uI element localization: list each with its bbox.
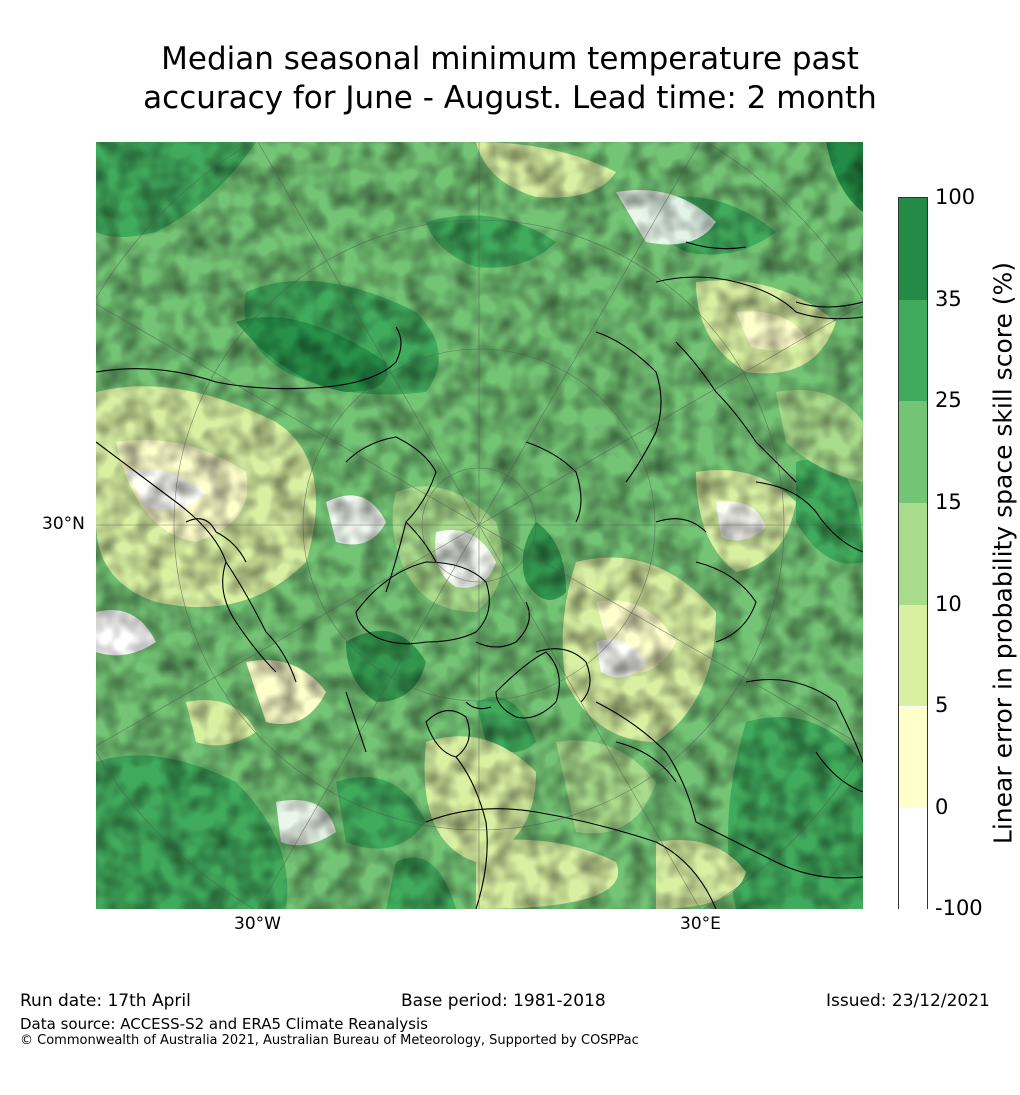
- colorbar-tick-neg100: -100: [935, 896, 983, 920]
- colorbar-tick-10: 10: [935, 592, 962, 616]
- lon-label-30e: 30°E: [680, 914, 721, 934]
- colorbar-bin-25-35: [899, 299, 927, 402]
- graticule: [96, 142, 863, 909]
- colorbar-tick-15: 15: [935, 490, 962, 514]
- lon-label-30w: 30°W: [234, 914, 281, 934]
- colorbar-tick-25: 25: [935, 388, 962, 412]
- base-period: Base period: 1981-2018: [401, 991, 606, 1011]
- colorbar-tick-100: 100: [935, 185, 976, 209]
- colorbar-bin-15-25: [899, 401, 927, 504]
- polar-map[interactable]: [96, 142, 863, 909]
- colorbar-bin-10-15: [899, 503, 927, 605]
- colorbar-bin-35-100: [899, 198, 927, 300]
- title-line-2: accuracy for June - August. Lead time: 2…: [143, 80, 877, 116]
- issued-date: Issued: 23/12/2021: [826, 991, 990, 1011]
- colorbar-bin-neg100-0: [899, 808, 927, 910]
- title-line-1: Median seasonal minimum temperature past: [161, 41, 859, 77]
- colorbar: [898, 197, 928, 910]
- colorbar-tick-0: 0: [935, 795, 949, 819]
- lat-label-30n: 30°N: [42, 514, 85, 534]
- colorbar-bin-0-5: [899, 706, 927, 809]
- map-svg: [96, 142, 863, 909]
- colorbar-tick-5: 5: [935, 693, 949, 717]
- colorbar-tick-35: 35: [935, 287, 962, 311]
- run-date: Run date: 17th April: [20, 991, 191, 1011]
- colorbar-bin-5-10: [899, 604, 927, 707]
- coastlines: [96, 241, 863, 909]
- map-title: Median seasonal minimum temperature past…: [0, 40, 1020, 118]
- data-source: Data source: ACCESS-S2 and ERA5 Climate …: [20, 1015, 428, 1033]
- copyright: © Commonwealth of Australia 2021, Austra…: [20, 1033, 639, 1048]
- colorbar-label: Linear error in probability space skill …: [988, 261, 1018, 845]
